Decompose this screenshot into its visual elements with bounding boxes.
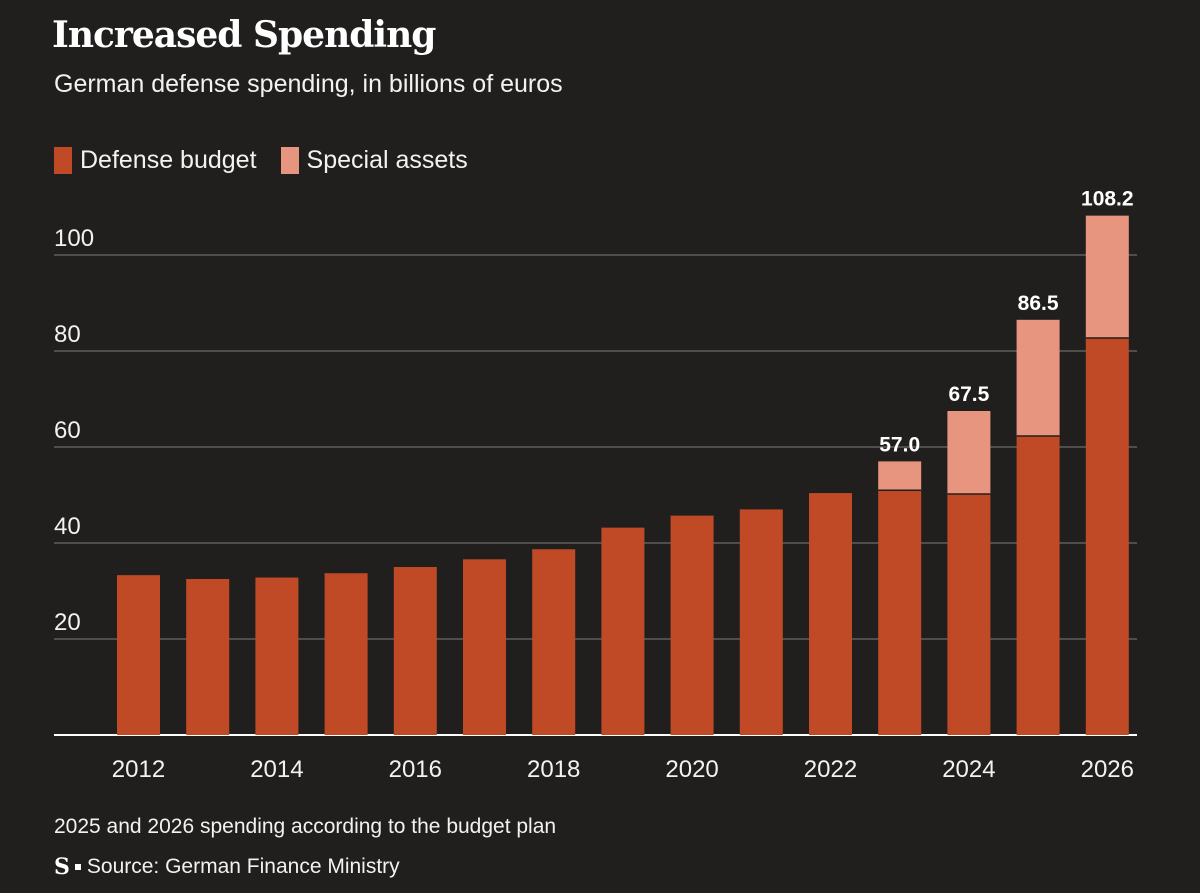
bars xyxy=(117,215,1129,735)
separator-dot-icon xyxy=(74,864,81,870)
bar-defense-budget-2012 xyxy=(117,575,160,735)
bar-special-assets-2024 xyxy=(947,411,991,495)
legend-label-defense-budget: Defense budget xyxy=(80,146,257,174)
legend: Defense budget Special assets xyxy=(54,146,492,175)
total-label-2023: 57.0 xyxy=(879,433,920,456)
bar-defense-budget-2016 xyxy=(393,567,437,735)
legend-item-defense-budget: Defense budget xyxy=(54,146,257,175)
x-tick-label-2014: 2014 xyxy=(250,756,303,783)
bar-defense-budget-2015 xyxy=(324,573,368,735)
x-tick-label-2012: 2012 xyxy=(112,756,165,783)
bar-defense-budget-2018 xyxy=(532,549,576,735)
source-text: Source: German Finance Ministry xyxy=(86,855,400,878)
publisher-logo-icon: S xyxy=(54,854,70,880)
x-tick-label-2026: 2026 xyxy=(1081,756,1134,783)
y-tick-label-60: 60 xyxy=(54,417,81,444)
bar-defense-budget-2024 xyxy=(947,494,991,735)
bar-defense-budget-2014 xyxy=(255,577,299,735)
bar-special-assets-2026 xyxy=(1085,215,1129,339)
x-tick-label-2016: 2016 xyxy=(389,756,442,783)
legend-label-special-assets: Special assets xyxy=(306,146,468,174)
chart-subtitle: German defense spending, in billions of … xyxy=(54,70,563,98)
y-tick-label-40: 40 xyxy=(54,513,81,540)
bar-defense-budget-2017 xyxy=(463,559,506,735)
y-tick-label-20: 20 xyxy=(54,609,81,636)
bar-special-assets-2023 xyxy=(878,461,922,491)
bar-defense-budget-2013 xyxy=(186,579,230,735)
bar-defense-budget-2026 xyxy=(1085,338,1129,735)
total-label-2026: 108.2 xyxy=(1081,188,1134,211)
total-label-2025: 86.5 xyxy=(1018,292,1059,315)
bar-defense-budget-2020 xyxy=(670,515,714,735)
legend-item-special-assets: Special assets xyxy=(280,146,468,175)
x-axis-ticks: 2012 2014 2016 2018 2020 2022 2024 2026 xyxy=(112,756,1134,783)
legend-swatch-special-assets xyxy=(280,147,299,174)
chart-title: Increased Spending xyxy=(52,14,436,56)
x-tick-label-2018: 2018 xyxy=(527,756,580,783)
y-tick-label-80: 80 xyxy=(54,321,81,348)
x-tick-label-2022: 2022 xyxy=(804,756,857,783)
bar-defense-budget-2019 xyxy=(601,527,645,735)
footnote: 2025 and 2026 spending according to the … xyxy=(54,815,557,838)
x-tick-label-2024: 2024 xyxy=(942,756,995,783)
bar-defense-budget-2021 xyxy=(739,509,783,735)
bar-defense-budget-2022 xyxy=(809,493,852,735)
value-labels: 57.0 67.5 86.5 108.2 xyxy=(879,188,1133,457)
x-tick-label-2020: 2020 xyxy=(665,756,718,783)
total-label-2024: 67.5 xyxy=(948,383,989,406)
source-line: S Source: German Finance Ministry xyxy=(54,854,400,880)
legend-swatch-defense-budget xyxy=(54,147,72,174)
bar-special-assets-2025 xyxy=(1016,319,1060,436)
bar-defense-budget-2025 xyxy=(1016,435,1060,735)
bar-defense-budget-2023 xyxy=(878,490,922,735)
y-tick-label-100: 100 xyxy=(54,225,94,252)
